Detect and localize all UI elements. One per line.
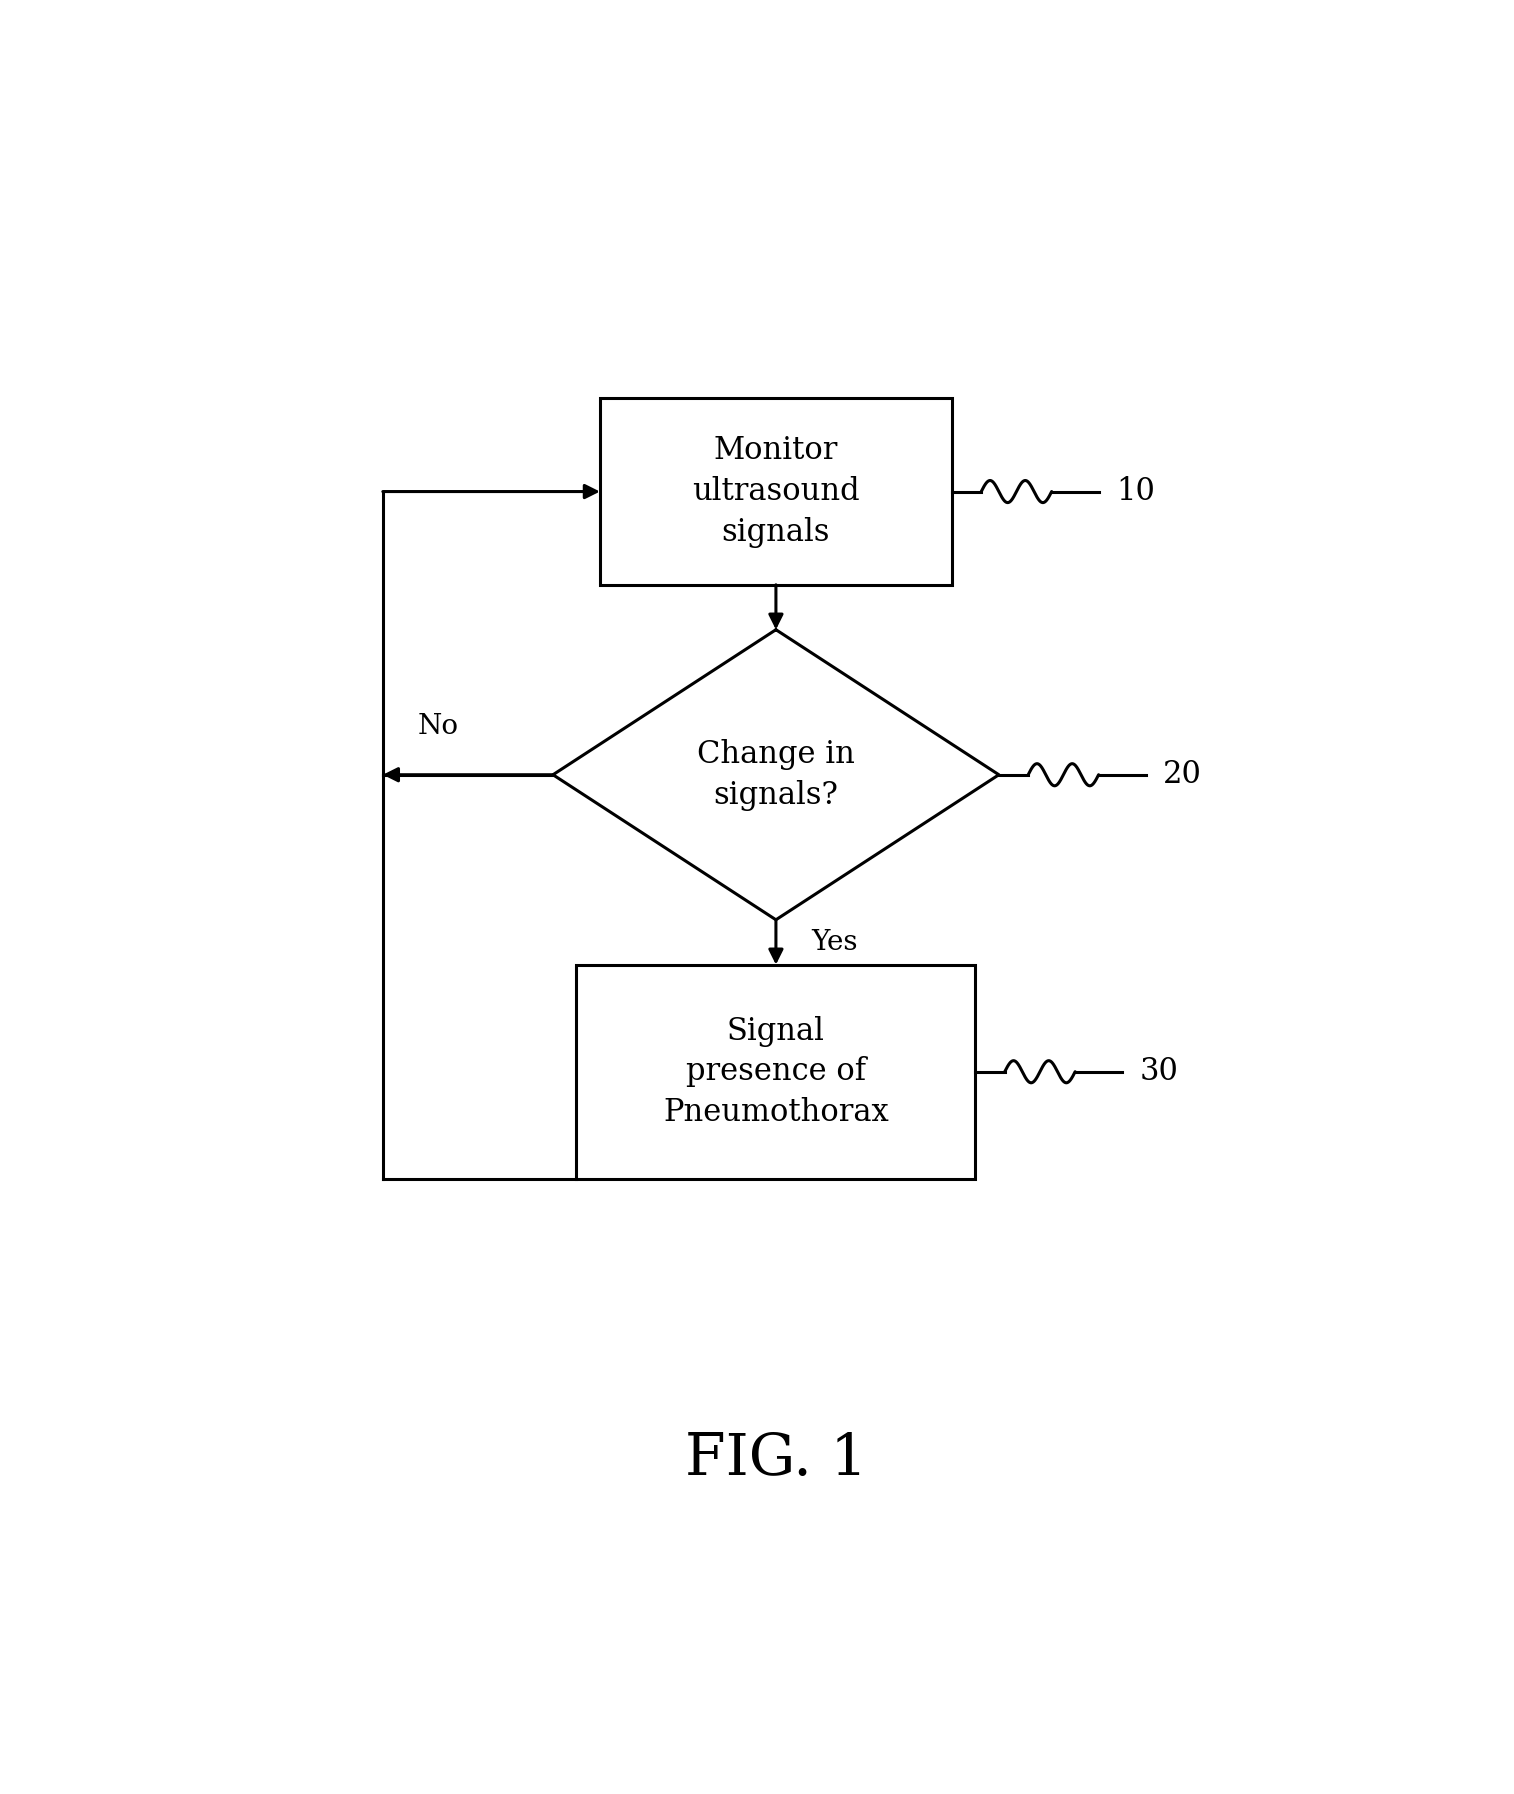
Text: Monitor
ultrasound
signals: Monitor ultrasound signals — [692, 436, 860, 547]
Text: FIG. 1: FIG. 1 — [684, 1430, 868, 1487]
Text: 10: 10 — [1116, 475, 1155, 508]
Text: Signal
presence of
Pneumothorax: Signal presence of Pneumothorax — [663, 1015, 889, 1128]
Text: Yes: Yes — [812, 929, 857, 956]
Text: 30: 30 — [1140, 1057, 1178, 1087]
Text: 20: 20 — [1163, 759, 1202, 789]
FancyBboxPatch shape — [600, 398, 952, 585]
Text: No: No — [418, 714, 459, 741]
FancyBboxPatch shape — [577, 965, 975, 1179]
Text: Change in
signals?: Change in signals? — [696, 739, 855, 811]
